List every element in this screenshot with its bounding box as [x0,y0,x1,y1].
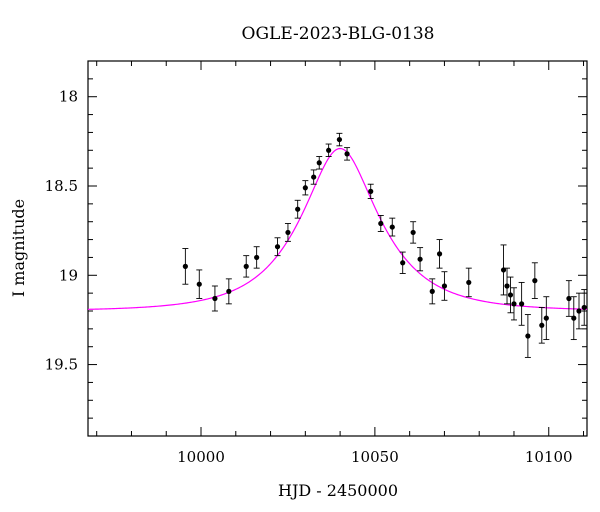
y-axis-label: I magnitude [9,199,28,297]
point-marker [378,220,384,227]
data-point [524,314,531,358]
data-point [196,269,203,299]
point-marker [212,295,218,302]
data-point [336,132,343,147]
data-point [253,246,260,269]
point-marker [539,322,545,328]
data-point [316,156,323,170]
point-marker [316,160,322,166]
data-point [389,217,396,237]
plot-area [87,60,588,437]
data-point [429,278,436,305]
point-marker [519,301,525,307]
point-marker [511,301,517,307]
point-marker [504,283,510,289]
data-point [417,247,424,272]
data-point [310,169,317,185]
point-marker [525,333,531,339]
point-marker [507,292,514,298]
data-point [507,276,514,314]
data-point [325,143,332,157]
data-point [531,262,538,299]
x-axis-label: HJD - 2450000 [278,481,398,500]
point-marker [543,315,549,321]
data-point [399,251,406,274]
data-point [465,267,472,298]
point-marker [581,304,587,311]
y-tick-label: 19.5 [45,356,78,374]
point-marker [417,256,423,262]
point-marker [441,283,448,289]
point-marker [336,136,343,143]
point-marker [274,244,281,250]
data-point [581,289,588,326]
x-tick-label: 10000 [177,448,225,466]
data-point [436,239,443,269]
point-marker [566,295,572,302]
point-marker [285,229,291,236]
point-marker [576,308,582,314]
x-tick-label: 10100 [525,448,573,466]
point-marker [254,254,260,261]
point-marker [326,147,332,153]
data-point [570,296,577,341]
data-point [576,292,583,330]
data-point [441,271,448,301]
y-tick-label: 18.5 [45,177,78,195]
point-marker [410,229,416,236]
data-point [243,255,250,278]
point-marker [344,151,350,157]
data-point [302,180,309,196]
point-marker [429,288,435,294]
data-point [504,267,511,305]
point-marker [311,174,317,180]
data-point [294,199,301,219]
data-point [518,281,525,326]
y-tick-labels: 18 18.5 19 19.5 [45,88,78,374]
data-point [377,215,384,232]
point-marker [368,188,374,194]
chart-title: OGLE-2023-BLG-0138 [242,24,435,44]
y-tick-label: 18 [59,88,78,106]
point-marker [436,251,443,257]
x-tick-label: 10050 [351,448,399,466]
y-tick-label: 19 [59,266,78,284]
plot-frame [87,60,588,437]
point-marker [196,281,202,287]
data-point [274,237,281,257]
point-marker [400,260,406,266]
point-marker [571,315,577,321]
model-curve [87,147,588,310]
data-point [344,147,351,161]
y-axis-ticks [88,60,587,437]
data-point [284,223,291,242]
data-point [182,248,189,285]
data-point [543,296,550,341]
point-marker [302,185,308,191]
point-marker [532,278,538,284]
point-marker [226,288,232,294]
point-marker [243,263,249,269]
point-marker [295,206,301,212]
data-point [211,285,218,312]
x-axis-ticks [96,61,585,436]
data-point [225,278,232,305]
point-marker [182,263,188,269]
point-marker [500,267,507,273]
point-marker [389,224,395,230]
data-point [500,244,507,296]
data-point [410,221,417,244]
x-tick-labels: 10000 10050 10100 [177,448,572,466]
data-point [367,183,374,199]
data-point [538,306,545,344]
point-marker [466,279,472,286]
data-points [182,132,588,358]
data-point [510,287,517,321]
data-point [565,280,572,317]
